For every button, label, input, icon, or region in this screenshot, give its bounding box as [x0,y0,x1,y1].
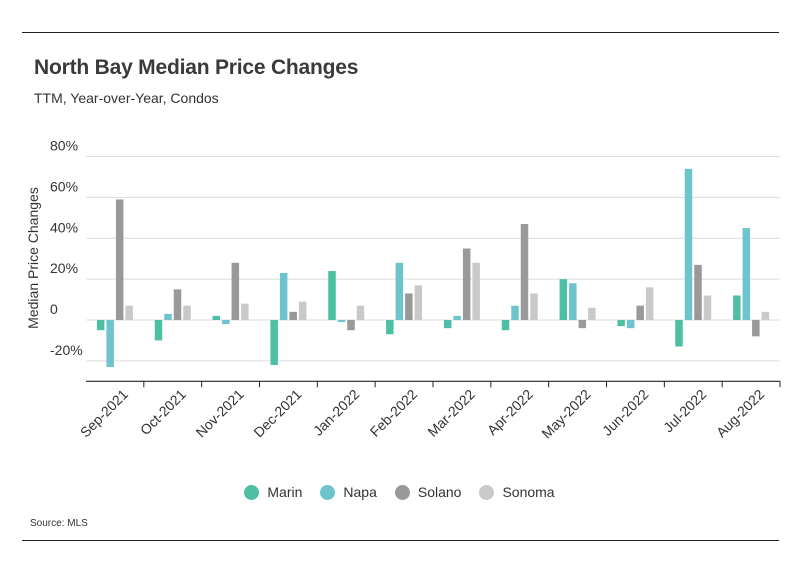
legend: Marin Napa Solano Sonoma [0,484,799,500]
y-tick-label: 60% [50,178,78,194]
bar-napa-oct-2021 [164,313,172,320]
top-rule [22,32,779,33]
bar-solano-aug-2022 [752,320,760,337]
chart-title: North Bay Median Price Changes [34,56,359,79]
x-tick-label: Apr-2022 [484,386,536,438]
x-tick-label: Mar-2022 [424,386,478,440]
bar-napa-sep-2021 [106,320,114,367]
bar-solano-jan-2022 [347,320,355,331]
legend-label-solano: Solano [417,484,462,500]
bar-sonoma-feb-2022 [414,285,423,320]
bar-sonoma-jul-2022 [703,295,712,320]
gridlines [86,156,780,362]
bars [96,168,770,367]
y-tick-label: 0 [50,301,58,317]
bar-marin-feb-2022 [386,320,394,335]
legend-swatch-solano [394,484,410,500]
x-tick-label: Nov-2021 [192,386,246,440]
x-tick-label: Jul-2022 [660,386,709,435]
bar-sonoma-sep-2021 [125,305,133,320]
x-tick-label: Feb-2022 [367,386,421,440]
bar-solano-oct-2021 [173,289,182,320]
bar-marin-jul-2022 [675,320,683,347]
legend-swatch-marin [244,484,260,500]
bar-solano-may-2022 [578,320,587,329]
chart-subtitle: TTM, Year-over-Year, Condos [34,90,219,106]
x-tick-label: Oct-2021 [137,386,189,438]
bar-solano-jul-2022 [694,264,702,320]
bar-marin-oct-2021 [154,320,163,341]
bar-marin-nov-2021 [212,315,221,320]
x-tick-label: Aug-2022 [713,386,767,440]
bar-sonoma-aug-2022 [761,311,770,320]
bar-solano-nov-2021 [231,262,240,320]
bottom-rule [22,540,779,541]
x-tick-label: Sep-2021 [77,386,131,440]
bar-napa-dec-2021 [279,273,288,320]
bar-sonoma-apr-2022 [530,293,538,320]
bar-napa-jul-2022 [684,168,693,320]
bar-solano-mar-2022 [462,248,471,320]
bar-napa-apr-2022 [511,305,519,320]
bar-solano-sep-2021 [115,199,124,320]
bar-napa-may-2022 [569,283,577,320]
y-tick-label: 80% [50,138,78,154]
bar-sonoma-jun-2022 [645,287,654,320]
bar-marin-apr-2022 [501,320,510,331]
y-axis-label: Median Price Changes [25,187,41,329]
bar-solano-apr-2022 [520,223,529,320]
bar-marin-dec-2021 [270,320,278,365]
x-tick-label: Jan-2022 [310,386,363,439]
bar-sonoma-may-2022 [588,307,596,320]
legend-item-sonoma: Sonoma [479,484,555,500]
y-tick-label: 20% [50,260,78,276]
bar-napa-feb-2022 [395,262,404,320]
bar-sonoma-oct-2021 [183,305,191,320]
legend-label-napa: Napa [343,484,377,500]
legend-swatch-sonoma [479,484,495,500]
legend-item-napa: Napa [320,484,377,500]
bar-sonoma-jan-2022 [356,305,365,320]
bar-napa-jun-2022 [626,320,635,329]
y-axis-ticks: -20% 0 20% 40% 60% 80% [50,138,83,358]
bar-napa-mar-2022 [453,315,461,320]
bar-marin-aug-2022 [733,295,741,320]
x-tick-label: Dec-2021 [250,386,304,440]
bar-sonoma-dec-2021 [298,301,307,320]
bar-sonoma-nov-2021 [241,303,249,320]
legend-label-sonoma: Sonoma [502,484,555,500]
y-tick-label: -20% [50,342,83,358]
x-tick-label: Jun-2022 [599,386,652,439]
bar-marin-sep-2021 [96,320,105,331]
x-axis: Sep-2021 Oct-2021 Nov-2021 Dec-2021 Jan-2022… [77,380,781,441]
bar-sonoma-mar-2022 [472,262,480,320]
bar-marin-jun-2022 [617,320,625,327]
bar-napa-nov-2021 [222,320,230,325]
x-tick-label: May-2022 [538,386,593,441]
y-tick-label: 40% [50,219,78,235]
bar-marin-may-2022 [559,279,568,320]
bar-solano-feb-2022 [405,293,413,320]
bar-marin-mar-2022 [443,320,452,329]
legend-item-marin: Marin [244,484,302,500]
legend-label-marin: Marin [267,484,303,500]
source-note: Source: MLS [30,518,88,529]
bar-napa-aug-2022 [742,228,751,320]
bar-solano-dec-2021 [289,311,297,320]
legend-item-solano: Solano [394,484,462,500]
bar-napa-jan-2022 [337,320,346,323]
bar-solano-jun-2022 [636,305,644,320]
bar-marin-jan-2022 [328,270,336,320]
legend-swatch-napa [320,484,336,500]
